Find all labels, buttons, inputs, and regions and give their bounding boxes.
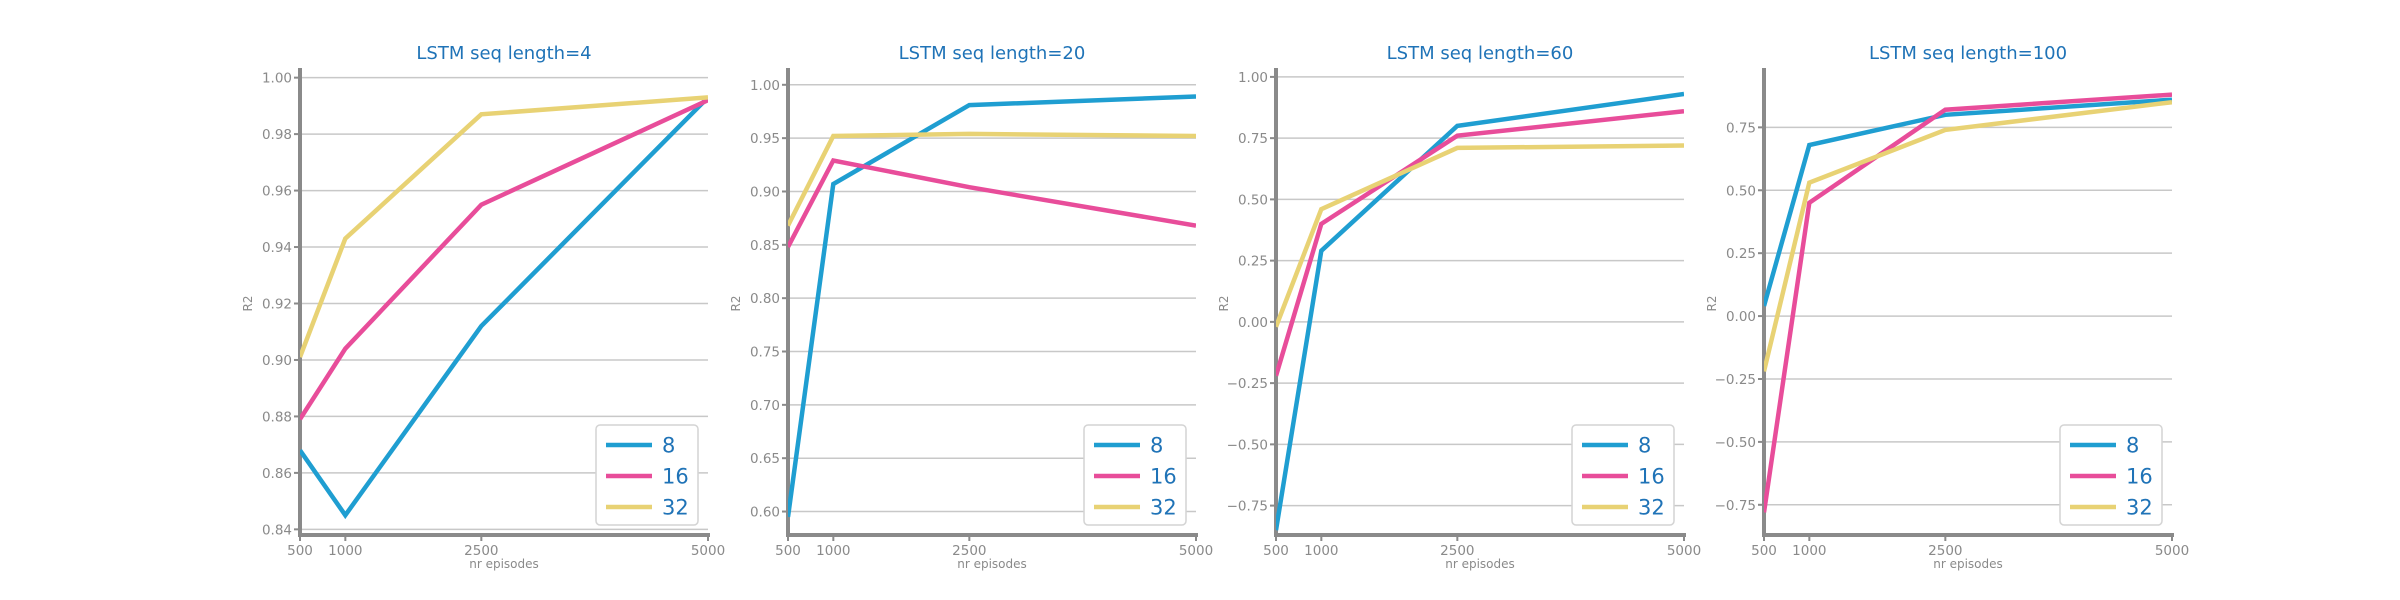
x-tick-label: 5000 [1667,543,1701,559]
series-line-32 [1276,143,1684,328]
y-tick-label: 0.75 [1238,131,1268,147]
chart-title: LSTM seq length=100 [1869,43,2067,64]
y-tick-label: 0.00 [1726,309,1756,325]
legend-label-32: 32 [2126,496,2153,520]
y-axis-label: R2 [729,296,743,312]
x-tick-label: 2500 [464,543,498,559]
y-axis-label: R2 [1705,296,1719,312]
y-tick-label: 1.00 [1238,70,1268,86]
x-tick-label: 5000 [1179,543,1213,559]
series-lines [300,95,708,520]
x-tick-label: 2500 [952,543,986,559]
series-line-16 [300,98,708,421]
legend-label-8: 8 [2126,434,2139,458]
x-tick-label: 2500 [1440,543,1474,559]
legend-label-8: 8 [1150,434,1163,458]
legend-label-16: 16 [1150,465,1177,489]
legend: 8 16 32 [595,424,699,526]
legend: 8 16 32 [2059,424,2163,526]
y-tick-label: 0.96 [262,184,292,200]
y-tick-label: −0.25 [1715,372,1756,388]
y-tick-label: 0.90 [262,353,292,369]
x-tick-label: 5000 [691,543,725,559]
y-axis-label: R2 [1217,296,1231,312]
x-axis-label: nr episodes [469,557,539,571]
x-tick-label: 2500 [1928,543,1962,559]
series-line-32 [300,95,708,358]
x-tick-label: 1000 [1792,543,1826,559]
legend: 8 16 32 [1571,424,1675,526]
legend-label-16: 16 [1638,465,1665,489]
legend-label-32: 32 [1638,496,1665,520]
y-tick-label: 0.86 [262,466,292,482]
y-tick-label: 0.25 [1726,246,1756,262]
x-tick-label: 500 [1263,543,1289,559]
legend-label-16: 16 [662,465,689,489]
chart-panel-4: −0.75 −0.50 −0.25 0.00 0.25 0.50 0.75 500 1000 25… [1705,43,2189,571]
y-tick-label: 0.60 [750,505,780,521]
chart-panel-2: 0.60 0.65 0.70 0.75 0.80 0.85 0.90 0.95 1.00 500 1… [729,43,1213,571]
y-tick-label: 0.75 [1726,120,1756,136]
series-line-16 [788,157,1196,249]
chart-title: LSTM seq length=60 [1387,43,1574,64]
x-tick-label: 1000 [816,543,850,559]
x-tick-label: 5000 [2155,543,2189,559]
x-axis-label: nr episodes [1445,557,1515,571]
y-tick-label: −0.50 [1227,437,1268,453]
legend-label-16: 16 [2126,465,2153,489]
y-tick-label: 0.85 [750,238,780,254]
y-tick-label: 0.00 [1238,315,1268,331]
y-tick-label: 0.65 [750,451,780,467]
y-tick-label: 0.50 [1238,192,1268,208]
series-line-8 [788,94,1196,518]
chart-title: LSTM seq length=20 [899,43,1086,64]
legend-label-8: 8 [662,434,675,458]
y-tick-label: −0.25 [1227,376,1268,392]
y-tick-label: 1.00 [750,78,780,94]
x-axis-label: nr episodes [1933,557,2003,571]
x-axis-label: nr episodes [957,557,1027,571]
series-lines [1276,91,1684,531]
y-tick-label: 0.88 [262,409,292,425]
legend: 8 16 32 [1083,424,1187,526]
y-axis-label: R2 [241,296,255,312]
series-line-8 [1276,91,1684,531]
y-tick-label: 0.94 [262,240,292,256]
series-line-32 [1764,99,2172,372]
x-tick-label: 500 [1751,543,1777,559]
legend-label-32: 32 [662,496,689,520]
x-tick-label: 500 [287,543,313,559]
chart-title: LSTM seq length=4 [416,43,591,64]
y-tick-label: 0.95 [750,131,780,147]
series-line-8 [300,95,708,520]
x-tick-label: 500 [775,543,801,559]
x-tick-label: 1000 [1304,543,1338,559]
series-line-32 [788,131,1196,227]
y-tick-label: 0.50 [1726,183,1756,199]
y-tick-label: 0.92 [262,297,292,313]
y-tick-label: −0.75 [1227,499,1268,515]
y-tick-label: 1.00 [262,71,292,87]
y-tick-label: 0.90 [750,184,780,200]
chart-panel-1: 0.84 0.86 0.88 0.90 0.92 0.94 0.96 0.98 1.00 500 1… [241,43,725,571]
legend-label-8: 8 [1638,434,1651,458]
chart-panel-3: −0.75 −0.50 −0.25 0.00 0.25 0.50 0.75 1.00 500 10… [1217,43,1701,571]
series-line-8 [1764,97,2172,307]
y-tick-label: −0.75 [1715,498,1756,514]
series-lines [1764,92,2172,513]
legend-label-32: 32 [1150,496,1177,520]
series-lines [788,94,1196,518]
y-tick-label: 0.70 [750,398,780,414]
x-tick-label: 1000 [328,543,362,559]
y-tick-label: 0.25 [1238,254,1268,270]
y-tick-label: 0.84 [262,522,292,538]
y-tick-label: 0.75 [750,345,780,361]
series-line-16 [1276,108,1684,377]
y-tick-label: 0.98 [262,127,292,143]
y-tick-label: −0.50 [1715,435,1756,451]
y-tick-label: 0.80 [750,291,780,307]
